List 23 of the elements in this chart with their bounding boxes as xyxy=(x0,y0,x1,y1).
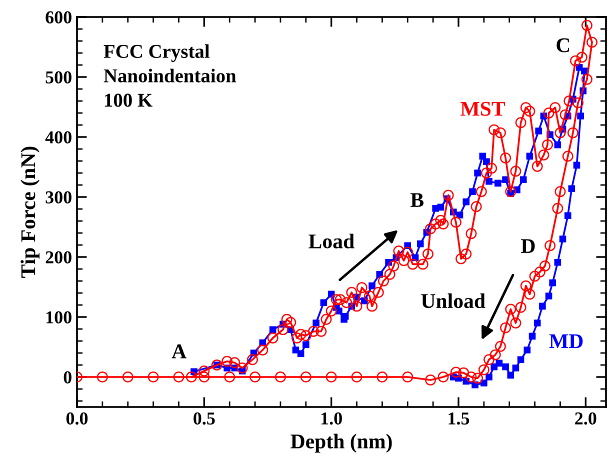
annotation: B xyxy=(410,193,424,207)
x-tick-label: 0.5 xyxy=(194,412,215,425)
y-tick-label: 100 xyxy=(46,311,72,324)
x-tick-label: 2.0 xyxy=(575,412,596,425)
series-label: MST xyxy=(460,102,505,116)
x-tick-label: 0.0 xyxy=(66,412,88,425)
y-tick-label: 600 xyxy=(46,11,72,24)
annotation: FCC Crystal Nanoindentaion 100 K xyxy=(104,44,236,107)
y-tick-label: 300 xyxy=(46,191,72,204)
y-tick-label: 500 xyxy=(46,71,72,84)
x-axis-title: Depth (nm) xyxy=(290,434,392,453)
x-tick-label: 1.5 xyxy=(448,412,470,425)
y-tick-label: 200 xyxy=(46,251,72,264)
annotation: A xyxy=(172,344,186,358)
annotation: Load xyxy=(308,234,354,248)
annotation: D xyxy=(521,239,535,253)
annotation: C xyxy=(556,38,570,52)
annotation: Unload xyxy=(421,293,486,308)
series-label: MD xyxy=(549,334,583,348)
y-axis-title: Tip Force (nN) xyxy=(20,146,40,278)
y-tick-label: 400 xyxy=(45,131,72,144)
x-tick-label: 1.0 xyxy=(321,412,342,425)
y-tick-label: 0 xyxy=(64,371,72,384)
